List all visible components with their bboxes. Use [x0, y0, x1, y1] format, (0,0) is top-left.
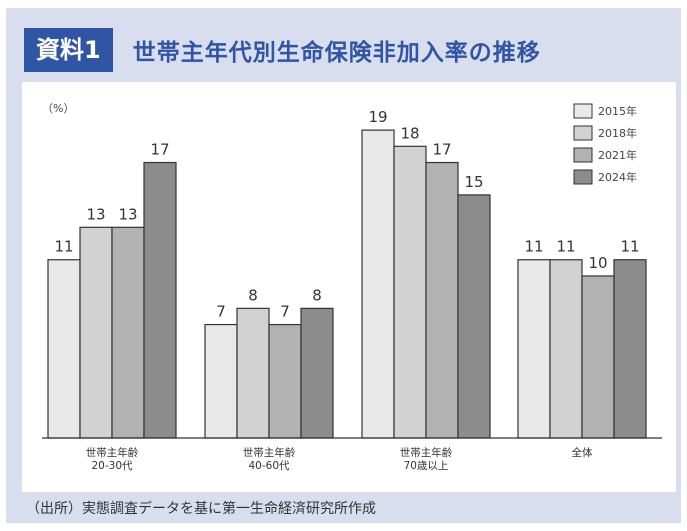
data-label: 10: [588, 254, 607, 272]
chart-panel: （%） 11 7 19 11 13 8 18 11 13 7 17 10 17 8 15 11 世帯主年齢 20-3…: [22, 82, 676, 492]
data-label: 8: [248, 286, 258, 304]
data-label: 13: [118, 205, 137, 223]
bar-2015年-1: [204, 323, 238, 439]
bar-2021年-1: [268, 323, 302, 439]
source-note: （出所）実態調査データを基に第一生命経済研究所作成: [26, 501, 376, 517]
legend-swatch-2018年: [573, 125, 593, 141]
bar-2024年-3: [613, 259, 647, 439]
data-label: 18: [400, 124, 419, 142]
legend-entry: 2024年: [598, 170, 637, 184]
data-label: 17: [150, 141, 169, 159]
bar-2021年-0: [111, 226, 145, 439]
figure-number-badge: 資料1: [24, 28, 113, 72]
figure-frame: 資料1 世帯主年代別生命保険非加入率の推移 （%） 11 7 19 11 13 8 18 11 1…: [6, 8, 681, 523]
data-label: 17: [432, 141, 451, 159]
bar-2024年-1: [300, 307, 334, 439]
bar-2024年-0: [143, 161, 177, 439]
bar-2018年-3: [549, 259, 583, 439]
data-label: 7: [216, 303, 226, 321]
bar-2015年-0: [47, 259, 81, 439]
legend-entry: 2015年: [598, 104, 637, 118]
bar-2018年-2: [393, 145, 427, 439]
data-label: 11: [556, 238, 575, 256]
bar-chart: （%）1171911138181113717101781511世帯主年齢20-3…: [42, 102, 662, 472]
category-label: 70歳以上: [404, 460, 449, 472]
data-label: 7: [280, 303, 290, 321]
data-label: 8: [312, 286, 322, 304]
bar-2024年-2: [457, 194, 491, 439]
figure-header: 資料1 世帯主年代別生命保険非加入率の推移: [24, 22, 541, 78]
category-label: 世帯主年齢: [400, 446, 453, 459]
legend-swatch-2015年: [573, 103, 593, 119]
category-label: 全体: [572, 446, 593, 459]
data-label: 13: [86, 205, 105, 223]
data-label: 19: [368, 108, 387, 126]
figure-title: 世帯主年代別生命保険非加入率の推移: [132, 40, 541, 66]
category-label: 世帯主年齢: [243, 446, 296, 459]
data-label: 11: [54, 238, 73, 256]
bar-2015年-3: [517, 259, 551, 439]
bar-2015年-2: [361, 129, 395, 439]
bar-2018年-0: [79, 226, 113, 439]
legend-entry: 2018年: [598, 126, 637, 140]
y-axis-unit-label: （%）: [42, 102, 74, 115]
bar-2021年-3: [581, 275, 615, 439]
legend-entry: 2021年: [598, 148, 637, 162]
category-label: 20-30代: [91, 460, 133, 472]
legend-swatch-2021年: [573, 147, 593, 163]
data-label: 11: [524, 238, 543, 256]
bar-2018年-1: [236, 307, 270, 439]
legend-swatch-2024年: [573, 169, 593, 185]
data-label: 11: [620, 238, 639, 256]
category-label: 世帯主年齢: [86, 446, 139, 459]
data-label: 15: [464, 173, 483, 191]
category-label: 40-60代: [248, 460, 290, 472]
bar-2021年-2: [425, 161, 459, 439]
